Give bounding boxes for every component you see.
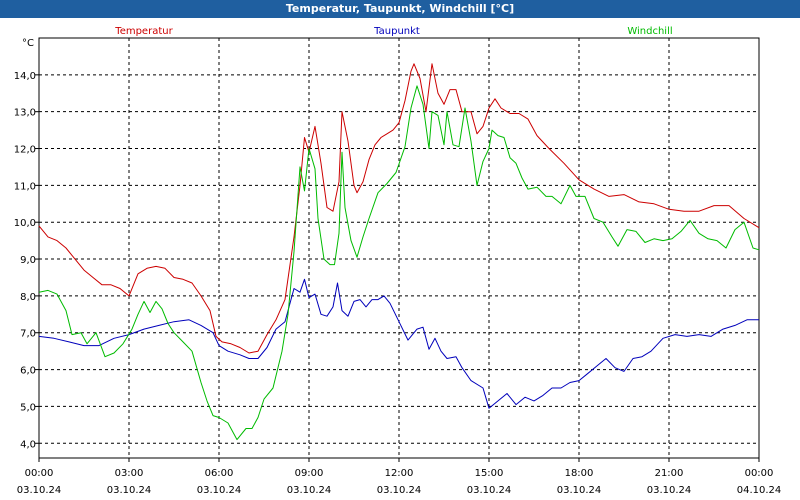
plot-frame: [38, 37, 760, 459]
y-tick-label: 12,0: [14, 145, 36, 156]
y-tick-label: 11,0: [14, 181, 36, 192]
y-tick-label: 14,0: [14, 71, 36, 82]
x-tick-label-date: 03.10.24: [17, 485, 62, 496]
x-tick-label-date: 03.10.24: [557, 485, 602, 496]
y-tick-label: 10,0: [14, 218, 36, 229]
x-tick-label-date: 03.10.24: [197, 485, 242, 496]
chart-title: Temperatur, Taupunkt, Windchill [°C]: [0, 0, 800, 18]
line-chart: 4,0 5,0 6,0 7,0 8,0 9,0 10,0 11,0 12,0 13,0 14,0 00…: [14, 26, 782, 496]
x-tick-label-date: 03.10.24: [467, 485, 512, 496]
y-axis-unit-label: °C: [22, 38, 34, 49]
y-tick-label: 4,0: [20, 439, 36, 450]
y-tick-label: 13,0: [14, 108, 36, 119]
x-tick-label-date: 03.10.24: [647, 485, 692, 496]
x-tick-label-time: 00:00: [25, 468, 54, 479]
series-line-taupunkt: [38, 278, 759, 409]
legend-entry-taupunkt: Taupunkt: [373, 26, 420, 37]
x-tick-label-time: 18:00: [565, 468, 594, 479]
x-tick-label-time: 03:00: [115, 468, 144, 479]
series-line-windchill: [38, 85, 760, 441]
x-tick-label-date: 04.10.24: [737, 485, 782, 496]
x-tick-label-date: 03.10.24: [377, 485, 422, 496]
x-tick-label-date: 03.10.24: [107, 485, 152, 496]
x-tick-label-time: 21:00: [655, 468, 684, 479]
legend-entry-temperatur: Temperatur: [114, 26, 173, 37]
x-tick-label-time: 12:00: [385, 468, 414, 479]
x-tick-label-time: 09:00: [295, 468, 324, 479]
x-tick-label-date: 03.10.24: [287, 485, 332, 496]
x-tick-label-time: 06:00: [205, 468, 234, 479]
legend-entry-windchill: Windchill: [627, 26, 672, 37]
y-tick-label: 9,0: [20, 255, 36, 266]
series-line-temperatur: [38, 63, 760, 354]
x-tick-label-time: 15:00: [475, 468, 504, 479]
y-tick-label: 5,0: [20, 402, 36, 413]
y-tick-label: 6,0: [20, 366, 36, 377]
x-tick-label-time: 00:00: [745, 468, 774, 479]
y-tick-label: 7,0: [20, 329, 36, 340]
y-tick-label: 8,0: [20, 292, 36, 303]
